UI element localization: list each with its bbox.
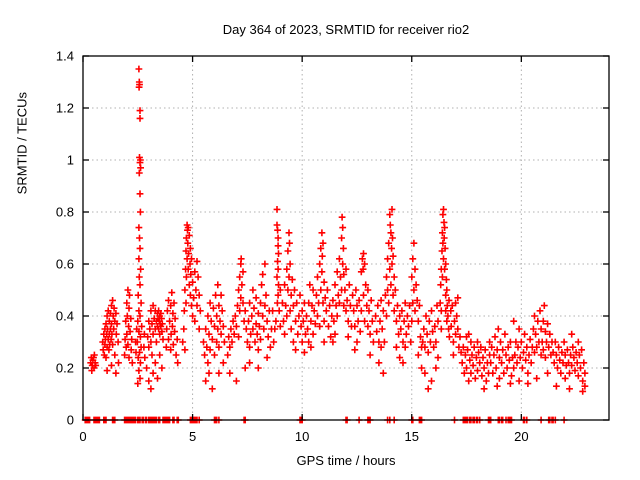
x-tick-label: 0 [79,429,86,444]
y-tick-label: 1.4 [56,49,74,64]
x-tick-label: 10 [295,429,309,444]
x-tick-label: 15 [405,429,419,444]
y-tick-label: 0 [67,413,74,428]
scatter-points [81,65,589,424]
x-tick-label: 20 [514,429,528,444]
x-axis-title: GPS time / hours [296,453,396,468]
chart-title: Day 364 of 2023, SRMTID for receiver rio… [222,22,470,37]
y-tick-label: 0.2 [56,361,74,376]
y-tick-label: 0.4 [56,309,74,324]
x-tick-label: 5 [189,429,196,444]
y-tick-label: 0.8 [56,205,74,220]
y-tick-label: 1 [67,153,74,168]
y-axis-title: SRMTID / TECUs [14,92,30,195]
y-tick-label: 1.2 [56,101,74,116]
plot-frame [82,55,610,421]
y-tick-label: 0.6 [56,257,74,272]
